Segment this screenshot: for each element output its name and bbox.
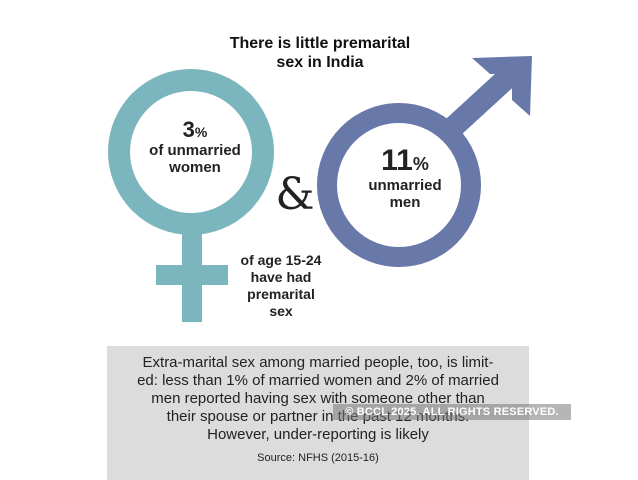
women-label-line-2: women: [169, 159, 221, 176]
venus-symbol-icon: [108, 69, 274, 322]
men-unit: %: [412, 154, 429, 174]
men-value: 11: [381, 144, 413, 177]
men-percentage: 11%: [350, 145, 460, 177]
note-line-3: men reported having sex with someone oth…: [151, 390, 485, 407]
age-note-line-4: sex: [269, 303, 293, 319]
mars-symbol-icon: [317, 56, 532, 267]
ampersand: &: [275, 169, 315, 220]
women-percentage: 3%: [140, 118, 250, 142]
age-note-line-3: premarital: [247, 286, 315, 302]
men-label-line-2: men: [389, 194, 421, 211]
women-stat: 3% of unmarried women: [140, 118, 250, 177]
women-label-line-1: of unmarried: [149, 142, 241, 159]
women-value: 3: [182, 117, 195, 142]
women-unit: %: [194, 124, 208, 140]
note-line-1: Extra-marital sex among married people, …: [142, 354, 494, 371]
copyright-watermark: © BCCL 2025. ALL RIGHTS RESERVED.: [333, 404, 571, 420]
title-line-2: sex in India: [276, 54, 364, 71]
source-text: Source: NFHS (2015-16): [257, 452, 379, 464]
note-box: Extra-marital sex among married people, …: [107, 346, 529, 480]
men-stat: 11% unmarried men: [350, 145, 460, 212]
note-line-5: However, under-reporting is likely: [207, 426, 429, 443]
age-note: of age 15-24 have had premarital sex: [226, 252, 336, 320]
title-line-1: There is little premarital: [229, 35, 411, 52]
age-note-line-2: have had: [250, 269, 312, 285]
men-label-line-1: unmarried: [368, 177, 442, 194]
note-text: Extra-marital sex among married people, …: [107, 354, 529, 444]
infographic-title: There is little premarital sex in India: [200, 34, 440, 72]
note-line-2: ed: less than 1% of married women and 2%…: [137, 372, 499, 389]
age-note-line-1: of age 15-24: [240, 252, 322, 268]
